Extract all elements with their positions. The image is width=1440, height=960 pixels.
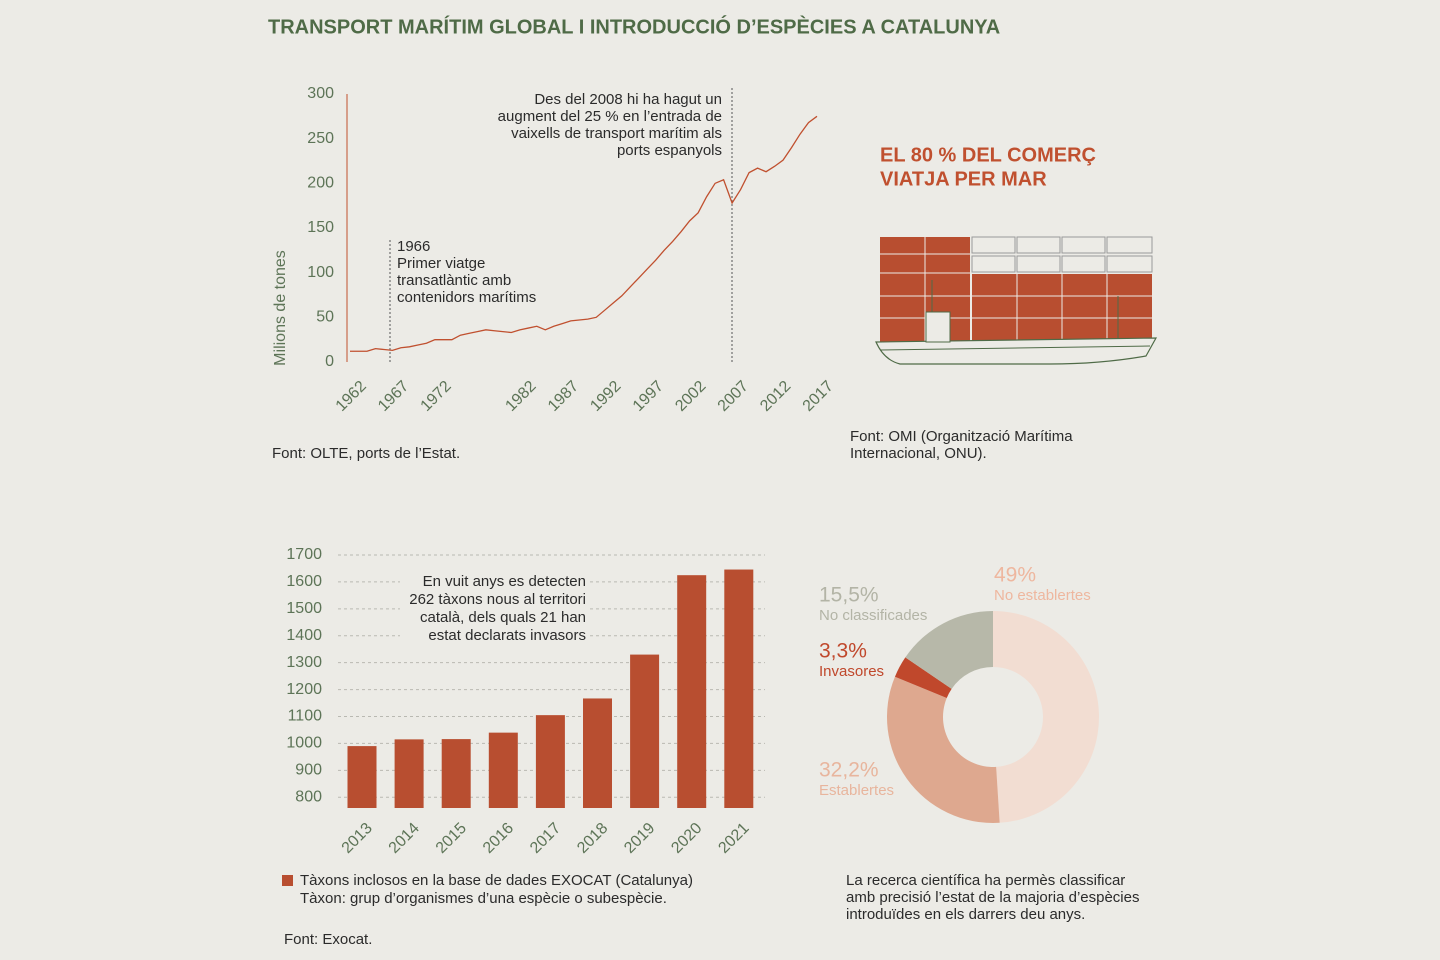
- annotation: transatlàntic amb: [397, 272, 511, 289]
- container-ship: [875, 236, 1158, 365]
- annotation: contenidors marítims: [397, 289, 536, 306]
- value-label: 15,5%: [819, 584, 879, 607]
- y-tick-label: 1300: [286, 654, 322, 671]
- value-label: 3,3%: [819, 640, 867, 663]
- donut-slice: [993, 611, 1100, 823]
- bar: [583, 698, 612, 808]
- annotation: 1966: [397, 238, 430, 255]
- y-tick-label: 300: [307, 85, 334, 102]
- annotation: Primer viatge: [397, 255, 485, 272]
- legend-label: Tàxons inclosos en la base de dades EXOC…: [300, 872, 693, 889]
- data-line: [350, 115, 818, 352]
- annotation: Des del 2008 hi ha hagut un: [534, 91, 722, 108]
- donut-slice: [894, 657, 952, 699]
- bar: [724, 569, 754, 808]
- category-label: Invasores: [819, 663, 884, 680]
- y-tick-label: 50: [316, 309, 334, 326]
- y-tick-label: 100: [307, 264, 334, 281]
- bar: [535, 715, 565, 808]
- donut-slice: [905, 611, 993, 689]
- y-tick-label: 800: [295, 788, 322, 805]
- caption: amb precisió l’estat de la majoria d’esp…: [846, 889, 1139, 906]
- y-tick-label: 1500: [286, 600, 322, 617]
- annotation: estat declarats invasors: [428, 627, 586, 644]
- y-tick-label: 1100: [288, 708, 323, 725]
- caption: La recerca científica ha permès classifi…: [846, 872, 1125, 889]
- bar: [394, 739, 424, 808]
- category-label: No establertes: [994, 587, 1091, 604]
- annotation-background: [400, 570, 590, 644]
- annotation: català, dels quals 21 han: [420, 609, 586, 626]
- y-tick-label: 1000: [286, 735, 322, 752]
- bar: [347, 746, 377, 808]
- panel-heading: EL 80 % DEL COMERÇ: [880, 144, 1096, 166]
- value-label: 49%: [994, 564, 1036, 587]
- y-tick-label: 900: [295, 762, 322, 779]
- bar: [677, 575, 707, 808]
- bar: [630, 654, 660, 808]
- source: Font: Exocat.: [284, 931, 372, 948]
- note: Tàxon: grup d’organismes d’una espècie o…: [300, 890, 667, 907]
- category-label: Establertes: [819, 782, 894, 799]
- y-tick-label: 1700: [286, 546, 322, 563]
- y-axis-label: Milions de tones: [272, 250, 289, 366]
- panel-heading: VIATJA PER MAR: [880, 168, 1047, 190]
- annotation: ports espanyols: [617, 142, 722, 159]
- annotation: 262 tàxons nous al territori: [409, 591, 586, 608]
- source: Internacional, ONU).: [850, 445, 987, 462]
- annotation: augment del 25 % en l’entrada de: [498, 108, 722, 125]
- source: Font: OMI (Organització Marítima: [850, 428, 1073, 445]
- value-label: 32,2%: [819, 759, 879, 782]
- y-tick-label: 1200: [286, 681, 322, 698]
- category-label: No classificades: [819, 607, 927, 624]
- legend-swatch: [282, 875, 293, 886]
- y-tick-label: 250: [307, 130, 334, 147]
- donut-slice: [887, 676, 1000, 823]
- bar: [441, 739, 471, 808]
- annotation: vaixells de transport marítim als: [511, 125, 722, 142]
- bar: [488, 732, 518, 808]
- y-tick-label: 1600: [286, 573, 322, 590]
- y-tick-label: 200: [307, 175, 334, 192]
- y-tick-label: 0: [325, 353, 334, 370]
- y-tick-label: 1400: [286, 627, 322, 644]
- y-tick-label: 150: [307, 219, 334, 236]
- source: Font: OLTE, ports de l’Estat.: [272, 445, 460, 462]
- annotation: En vuit anys es detecten: [423, 573, 586, 590]
- caption: introduïdes en els darrers deu anys.: [846, 906, 1085, 923]
- empty-containers: [971, 236, 1153, 273]
- page-title: TRANSPORT MARÍTIM GLOBAL I INTRODUCCIÓ D…: [268, 14, 1000, 38]
